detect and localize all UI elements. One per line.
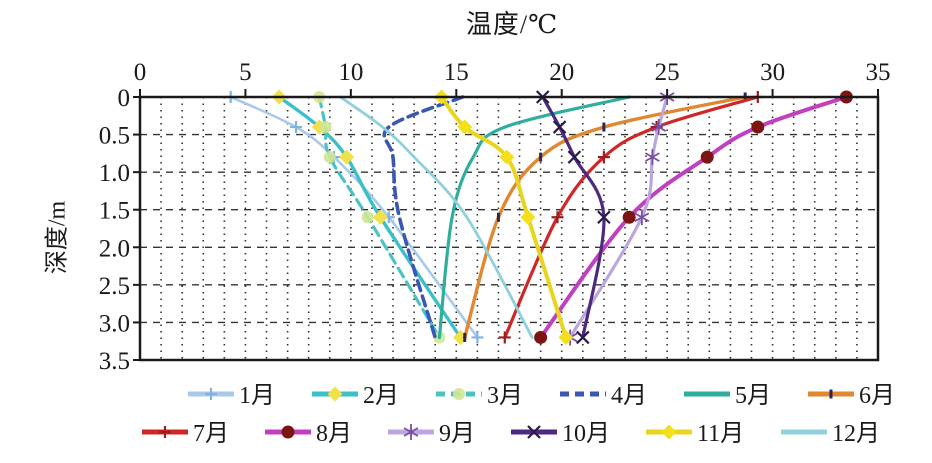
- y-tick-label: 2.5: [99, 273, 130, 300]
- legend-item-12月: 12月: [781, 421, 880, 447]
- marker-asterisk: [403, 424, 419, 440]
- legend-label: 5月: [735, 383, 771, 409]
- x-tick-label: 25: [655, 59, 680, 86]
- marker-plus: [159, 426, 171, 438]
- x-tick-label: 20: [549, 59, 574, 86]
- x-tick-labels: 0 5 10 15 20 25 30 35: [134, 59, 891, 86]
- marker-cross: [567, 150, 582, 164]
- y-tick-label: 0.5: [99, 123, 130, 150]
- marker-plus: [551, 211, 564, 224]
- marker-diamond: [661, 424, 677, 440]
- marker-plus: [290, 121, 303, 134]
- y-tick-label: 3.0: [99, 310, 130, 337]
- series-12月: [338, 95, 534, 339]
- marker-dot: [622, 210, 636, 224]
- x-tick-label: 10: [338, 59, 363, 86]
- series-1月: [224, 91, 484, 344]
- marker-cross: [597, 210, 611, 225]
- y-tick-label: 1.5: [99, 198, 130, 225]
- marker-plus: [597, 151, 610, 164]
- legend-label: 2月: [363, 383, 399, 409]
- legend-item-8月: 8月: [265, 421, 352, 447]
- y-tick-label: 2.0: [99, 235, 130, 262]
- legend-label: 8月: [316, 421, 352, 447]
- marker-plus: [498, 331, 511, 344]
- x-tick-label: 30: [760, 59, 785, 86]
- gridlines: [140, 97, 878, 360]
- marker-cross: [552, 120, 567, 134]
- marker-plus: [471, 331, 484, 344]
- marker-diamond: [499, 149, 515, 165]
- legend-label: 9月: [439, 421, 475, 447]
- marker-circle: [319, 121, 332, 134]
- marker-asterisk: [651, 119, 667, 136]
- marker-diamond: [558, 329, 574, 345]
- legend-label: 12月: [832, 421, 880, 447]
- legend-item-9月: 9月: [388, 421, 475, 447]
- legend-item-3月: 3月: [436, 383, 523, 409]
- series-10月: [535, 90, 611, 345]
- axis-ticks: [133, 89, 879, 361]
- y-tick-label: 1.0: [99, 160, 130, 187]
- marker-dot: [751, 120, 765, 134]
- marker-dot: [534, 330, 548, 344]
- legend-item-10月: 10月: [511, 421, 610, 447]
- marker-diamond: [372, 209, 388, 225]
- legend-label: 3月: [487, 383, 523, 409]
- series-8月: [534, 90, 853, 344]
- legend-item-11月: 11月: [646, 421, 744, 447]
- legend-item-6月: 6月: [808, 383, 895, 409]
- legend-item-5月: 5月: [684, 383, 771, 409]
- series-11月: [434, 89, 574, 345]
- y-tick-label: 0: [118, 85, 131, 112]
- marker-dot: [281, 425, 295, 439]
- legend-label: 11月: [697, 421, 744, 447]
- marker-diamond: [457, 119, 473, 135]
- marker-asterisk: [644, 149, 660, 166]
- x-tick-label: 0: [134, 59, 147, 86]
- legend-item-4月: 4月: [560, 383, 647, 409]
- legend-label: 10月: [562, 421, 610, 447]
- x-axis-title: 温度/℃: [465, 10, 559, 39]
- series-7月: [498, 91, 764, 344]
- x-tick-label: 35: [866, 59, 891, 86]
- marker-circle: [323, 151, 336, 164]
- legend-item-7月: 7月: [142, 421, 229, 447]
- plot-frame: [138, 95, 880, 362]
- legend-label: 1月: [239, 383, 275, 409]
- marker-circle: [453, 388, 465, 400]
- legend-label: 7月: [193, 421, 229, 447]
- x-tick-label: 15: [444, 59, 469, 86]
- y-axis-title: 深度/m: [44, 200, 71, 275]
- marker-diamond: [520, 209, 536, 225]
- legend-item-1月: 1月: [188, 383, 275, 409]
- marker-diamond: [339, 149, 355, 165]
- y-tick-label: 3.5: [99, 348, 130, 375]
- legend: 1月 2月 3月 4月 5月 6月 7月 8月 9月 10月 11月 12月: [142, 383, 895, 447]
- marker-asterisk: [634, 209, 650, 226]
- marker-plus: [205, 388, 217, 400]
- series-5月: [437, 95, 631, 340]
- legend-label: 4月: [611, 383, 647, 409]
- x-tick-label: 5: [239, 59, 252, 86]
- series-3月: [313, 91, 446, 344]
- legend-label: 6月: [859, 383, 895, 409]
- series-9月: [562, 89, 675, 346]
- y-tick-labels: 0 0.5 1.0 1.5 2.0 2.5 3.0 3.5: [99, 85, 130, 375]
- marker-cross: [527, 425, 541, 439]
- marker-cross: [576, 330, 590, 345]
- marker-circle: [361, 211, 374, 224]
- marker-dot: [700, 150, 714, 164]
- marker-diamond: [327, 386, 343, 402]
- legend-item-2月: 2月: [312, 383, 399, 409]
- series-4月: [382, 95, 465, 340]
